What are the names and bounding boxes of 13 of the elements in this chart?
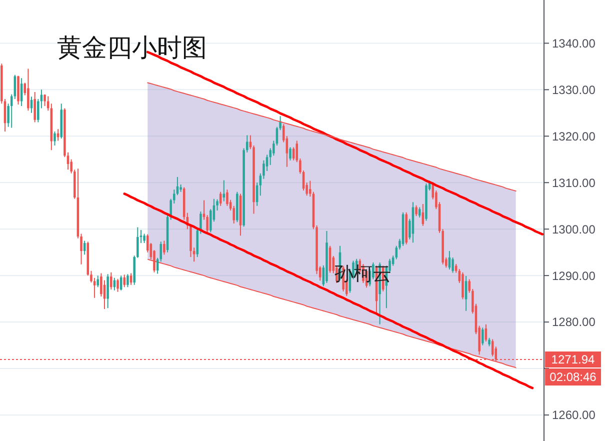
y-tick-label: 1330.00 [552,82,596,97]
text: 黄金四小时图 [57,33,207,62]
y-tick-label: 1260.00 [552,408,596,422]
y-tick-label: 1310.00 [552,176,596,190]
y-tick-label: 1320.00 [552,129,596,144]
line-series [123,192,534,390]
ref-line-label: 1271.94 [551,352,596,367]
text: 02:08:46 [550,370,597,384]
y-tick-label: 1280.00 [552,315,596,330]
y-tick-label: 1300.00 [552,222,596,236]
y-tick-label: 1290.00 [552,268,596,283]
line-series [147,82,516,192]
y-tick-label: 1340.00 [552,36,596,50]
